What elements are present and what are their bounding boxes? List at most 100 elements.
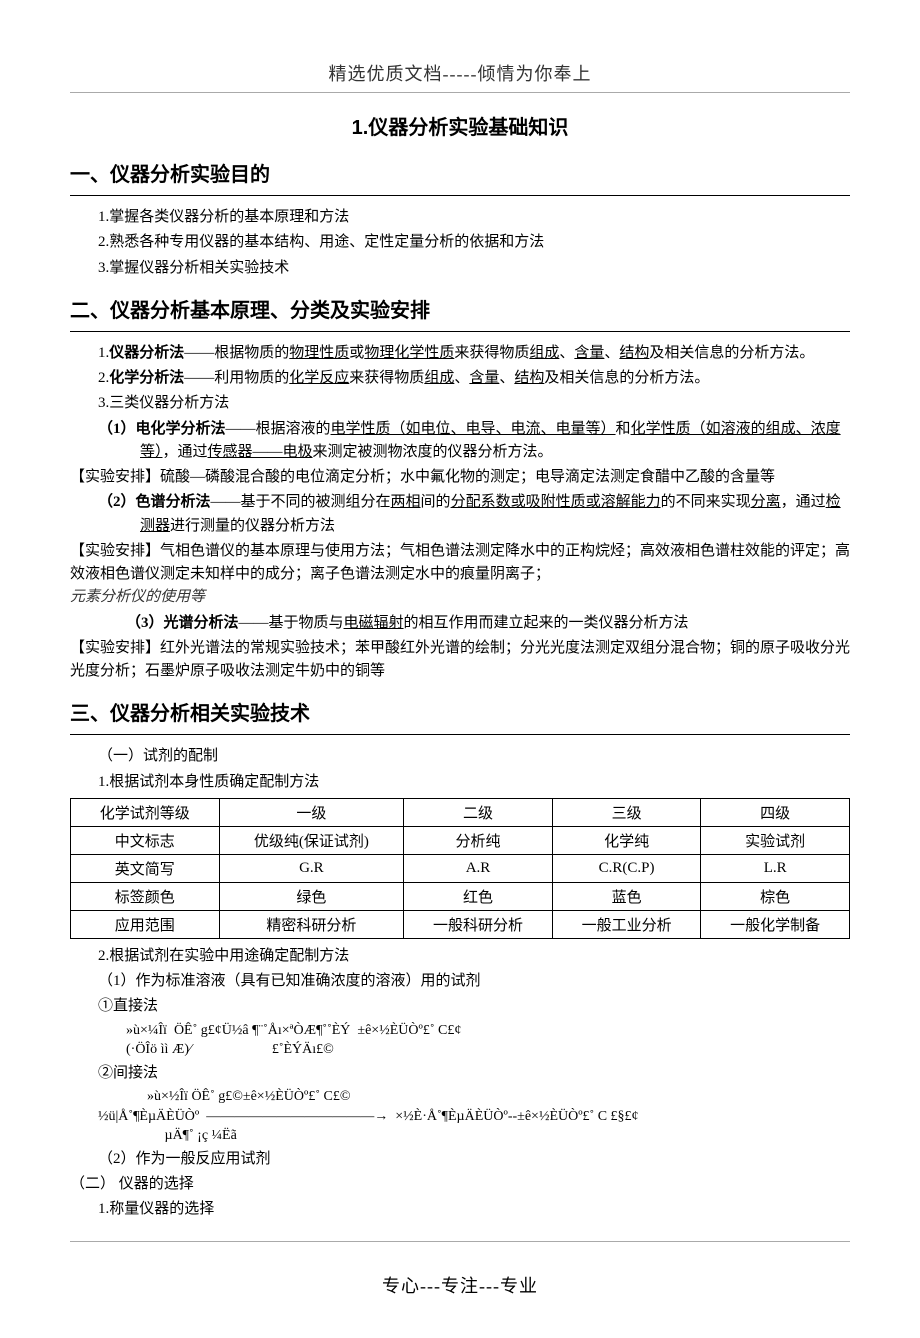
s2-m2-mid2: 间的: [421, 494, 451, 510]
table-row: 中文标志 优级纯(保证试剂) 分析纯 化学纯 实验试剂: [71, 826, 850, 854]
s2-p1-mid3: 来获得物质: [454, 345, 529, 361]
direct-diagram: »ù×¼Îï ÖÊ˚ g£¢Ü½â ¶¨˚Åı×ªÒÆ¶˚˚ÈÝ ±ê×½ÈÜÒ…: [70, 1021, 850, 1060]
s2-p1-mid: ——根据物质的: [184, 345, 289, 361]
document-page: 精选优质文档-----倾情为你奉上 1.仪器分析实验基础知识 一、仪器分析实验目…: [0, 0, 920, 1338]
s3-sub1-2-2: （2）作为一般反应用试剂: [70, 1148, 850, 1171]
td: 化学纯: [552, 826, 701, 854]
s2-m1-post: 来测定被测物浓度的仪器分析方法。: [313, 444, 553, 460]
td: 英文简写: [71, 854, 220, 882]
s3-sub2: （二） 仪器的选择: [70, 1173, 850, 1196]
s2-p2-mid4: 、: [499, 370, 514, 386]
td: 标签颜色: [71, 882, 220, 910]
th-1: 一级: [219, 798, 404, 826]
s2-m2-mid3: 的不同来实现: [661, 494, 751, 510]
s2-p2-u3: 含量: [469, 370, 499, 386]
s2-p1-u1: 物理性质: [289, 345, 349, 361]
s2-m1: （1）电化学分析法——根据溶液的电学性质（如电位、电导、电流、电量等）和化学性质…: [70, 418, 850, 465]
s2-m1-mid: ——根据溶液的: [226, 421, 331, 437]
s2-m3-post: 的相互作用而建立起来的一类仪器分析方法: [404, 615, 689, 631]
footer-rule: [70, 1241, 850, 1242]
s2-m2-post: 进行测量的仪器分析方法: [170, 518, 335, 534]
reagent-table: 化学试剂等级 一级 二级 三级 四级 中文标志 优级纯(保证试剂) 分析纯 化学…: [70, 798, 850, 939]
s2-m1-pre: （1）电化学分析法: [98, 421, 226, 437]
s2-p2-mid3: 、: [454, 370, 469, 386]
td: 实验试剂: [701, 826, 850, 854]
s2-m2-mid: ——基于不同的被测组分在: [211, 494, 391, 510]
td: 一般科研分析: [404, 910, 553, 938]
indirect-l3: µÄ¶˚ ¡ç ¼Ëã: [98, 1128, 237, 1143]
table-row: 标签颜色 绿色 红色 蓝色 棕色: [71, 882, 850, 910]
td: 一般工业分析: [552, 910, 701, 938]
s2-m3-mid: ——基于物质与: [239, 615, 344, 631]
s2-m2-u3: 分离: [751, 494, 781, 510]
th-0: 化学试剂等级: [71, 798, 220, 826]
s2-m2: （2）色谱分析法——基于不同的被测组分在两相间的分配系数或吸附性质或溶解能力的不…: [70, 491, 850, 538]
header-rule: [70, 92, 850, 93]
document-title: 1.仪器分析实验基础知识: [70, 111, 850, 140]
indirect-label: ②间接法: [70, 1062, 850, 1085]
td: 绿色: [219, 882, 404, 910]
s2-p1-pre: 1.: [98, 345, 109, 361]
td: 蓝色: [552, 882, 701, 910]
s2-m2-u2: 分配系数或吸附性质或溶解能力: [451, 494, 661, 510]
s2-p1: 1.仪器分析法——根据物质的物理性质或物理化学性质来获得物质组成、含量、结构及相…: [70, 342, 850, 365]
direct-l1: »ù×¼Îï ÖÊ˚ g£¢Ü½â ¶¨˚Åı×ªÒÆ¶˚˚ÈÝ ±ê×½ÈÜÒ…: [126, 1023, 461, 1038]
s2-p2-post: 及相关信息的分析方法。: [544, 370, 709, 386]
s2-p1-mid4: 、: [559, 345, 574, 361]
s2-m1-u1: 电学性质（如电位、电导、电流、电量等）: [331, 421, 616, 437]
s3-sub1-2-1: （1）作为标准溶液（具有已知准确浓度的溶液）用的试剂: [70, 970, 850, 993]
s2-m3: （3）光谱分析法——基于物质与电磁辐射的相互作用而建立起来的一类仪器分析方法: [70, 612, 850, 635]
th-3: 三级: [552, 798, 701, 826]
s2-p1-u2: 物理化学性质: [364, 345, 454, 361]
s2-p2-u1: 化学反应: [289, 370, 349, 386]
td: 精密科研分析: [219, 910, 404, 938]
s2-p3: 3.三类仪器分析方法: [70, 392, 850, 415]
page-footer: 专心---专注---专业: [70, 1272, 850, 1298]
s2-m2-mid4: ，通过: [781, 494, 826, 510]
s2-m3-u1: 电磁辐射: [344, 615, 404, 631]
th-2: 二级: [404, 798, 553, 826]
s2-p1-post: 及相关信息的分析方法。: [649, 345, 814, 361]
s2-m1-u3: 传感器——电极: [208, 444, 313, 460]
td: 应用范围: [71, 910, 220, 938]
td: 分析纯: [404, 826, 553, 854]
td: A.R: [404, 854, 553, 882]
section1-heading: 一、仪器分析实验目的: [70, 158, 850, 187]
td: L.R: [701, 854, 850, 882]
page-header: 精选优质文档-----倾情为你奉上: [70, 60, 850, 86]
section3-heading: 三、仪器分析相关实验技术: [70, 697, 850, 726]
s3-sub1: （一）试剂的配制: [70, 745, 850, 768]
s2-p2-b: 化学分析法: [109, 370, 184, 386]
td: 红色: [404, 882, 553, 910]
s2-p1-u5: 结构: [619, 345, 649, 361]
th-4: 四级: [701, 798, 850, 826]
s2-p1-u3: 组成: [529, 345, 559, 361]
indirect-l1: »ù×½Îï ÖÊ˚ g£©±ê×½ÈÜÒº£˚ C£©: [98, 1089, 350, 1104]
table-row: 应用范围 精密科研分析 一般科研分析 一般工业分析 一般化学制备: [71, 910, 850, 938]
section1-rule: [70, 195, 850, 196]
s2-m3-exp: 【实验安排】红外光谱法的常规实验技术；苯甲酸红外光谱的绘制；分光光度法测定双组分…: [70, 637, 850, 684]
td: 优级纯(保证试剂): [219, 826, 404, 854]
s2-p2-pre: 2.: [98, 370, 109, 386]
td: G.R: [219, 854, 404, 882]
td: 中文标志: [71, 826, 220, 854]
s2-p2-mid: ——利用物质的: [184, 370, 289, 386]
section3-rule: [70, 734, 850, 735]
s2-p1-mid5: 、: [604, 345, 619, 361]
direct-l2: (·ÖÎö ìì Æ)⁄ £˚ÈÝÄı£©: [126, 1042, 334, 1057]
s2-m2-exp-text: 【实验安排】气相色谱仪的基本原理与使用方法；气相色谱法测定降水中的正构烷烃；高效…: [70, 543, 850, 582]
s2-m2-exp-italic: 元素分析仪的使用等: [70, 589, 205, 605]
s2-m3-pre: （3）光谱分析法: [126, 615, 239, 631]
direct-label: ①直接法: [70, 995, 850, 1018]
s2-m2-u1: 两相: [391, 494, 421, 510]
s3-sub2-1: 1.称量仪器的选择: [70, 1198, 850, 1221]
s1-item1: 1.掌握各类仪器分析的基本原理和方法: [70, 206, 850, 229]
s2-p2-u4: 结构: [514, 370, 544, 386]
s2-m1-exp: 【实验安排】硫酸—磷酸混合酸的电位滴定分析；水中氟化物的测定；电导滴定法测定食醋…: [70, 466, 850, 489]
table-row: 英文简写 G.R A.R C.R(C.P) L.R: [71, 854, 850, 882]
s2-m2-exp: 【实验安排】气相色谱仪的基本原理与使用方法；气相色谱法测定降水中的正构烷烃；高效…: [70, 540, 850, 610]
s2-m2-pre: （2）色谱分析法: [98, 494, 211, 510]
s2-p2-u2: 组成: [424, 370, 454, 386]
s2-m1-mid2: 和: [616, 421, 631, 437]
s3-sub1-2: 2.根据试剂在实验中用途确定配制方法: [70, 945, 850, 968]
